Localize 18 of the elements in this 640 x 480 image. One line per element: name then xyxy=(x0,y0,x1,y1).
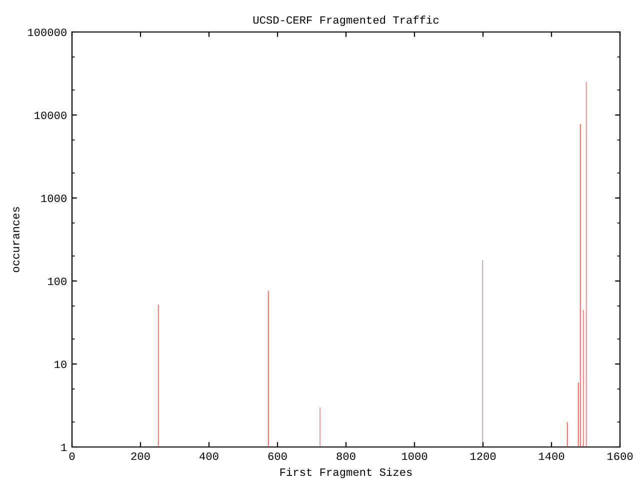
x-tick-label: 1200 xyxy=(470,452,496,460)
x-tick-label: 200 xyxy=(131,452,150,460)
y-tick-label: 1000 xyxy=(41,194,66,202)
x-tick-label: 400 xyxy=(200,452,218,460)
x-tick-label: 0 xyxy=(69,452,75,460)
x-tick-label: 1600 xyxy=(607,452,633,460)
y-axis-title: occurances xyxy=(13,207,20,272)
x-tick-label: 1000 xyxy=(402,452,428,460)
y-tick-label: 10000 xyxy=(34,112,66,120)
x-tick-label: 600 xyxy=(268,452,287,460)
y-tick-label: 10 xyxy=(54,360,66,368)
y-tick-label: 100 xyxy=(48,278,66,286)
y-tick-label: 100000 xyxy=(28,28,66,36)
chart-title: UCSD-CERF Fragmented Traffic xyxy=(253,16,439,26)
x-axis-title: First Fragment Sizes xyxy=(280,468,412,478)
x-tick-label: 800 xyxy=(336,452,356,460)
y-tick-label: 1 xyxy=(61,444,67,452)
x-tick-label: 1400 xyxy=(538,452,564,460)
